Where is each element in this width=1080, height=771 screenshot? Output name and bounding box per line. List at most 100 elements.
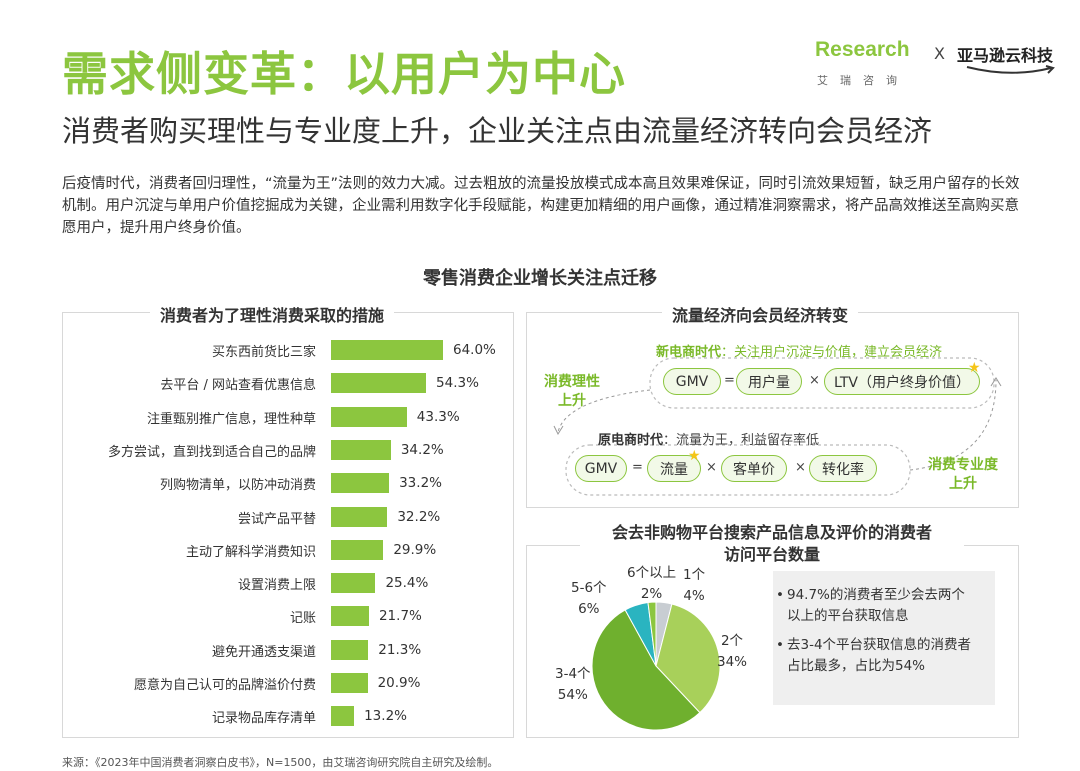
page-title: 需求侧变革：以用户为中心 [62,47,626,101]
gmv-pill-new: GMV [663,368,721,395]
traffic-pill: 流量 [647,455,701,482]
bar [331,406,407,427]
flow-arrow-right [909,379,997,471]
pie-slice-value: 2% [640,586,663,602]
pie-slice-label: 3-4个 54% [555,664,591,706]
pie-slice [655,603,721,714]
bar-value-label: 25.4% [385,575,429,592]
platform-count-pie [591,601,721,731]
platform-count-title: 会去非购物平台搜索产品信息及评价的消费者 访问平台数量 [580,522,964,566]
pie-slice-label: 2个 34% [717,631,747,673]
source-footnote: 来源：《2023年中国消费者洞察白皮书》，N=1500，由艾瑞咨询研究院自主研究… [62,756,499,769]
pie-slice [591,609,701,731]
bar-category-label: 记录物品库存清单 [211,711,316,727]
old-era-label: 原电商时代 [598,433,664,448]
platform-count-title-line1: 会去非购物平台搜索产品信息及评价的消费者 [611,523,932,542]
bar-category-label: 去平台 / 网站查看优惠信息 [160,378,316,394]
measures-panel-title: 消费者为了理性消费采取的措施 [150,302,395,326]
bar-category-label: 多方尝试，直到找到适合自己的品牌 [107,444,316,460]
expertise-rise-label: 消费专业度 上升 [928,456,998,494]
intro-paragraph: 后疫情时代，消费者回归理性，“流量为王”法则的效力大减。过去粗放的流量投放模式成… [62,176,1020,236]
star-icon: ★ [688,448,701,464]
bar [331,639,369,660]
logo-group: Research 艾瑞咨询 X 亚马逊云科技 [815,38,1055,98]
bar-value-label: 34.2% [400,441,444,458]
bar-value-label: 32.2% [397,508,441,525]
new-era-caption: 新电商时代：关注用户沉淀与价值，建立会员经济 [656,341,942,360]
ltv-pill: LTV（用户终身价值） [824,368,980,395]
bar-value-label: 29.9% [393,541,437,558]
rational-rise-line1: 消费理性 [544,374,600,390]
amazon-smile-icon [966,65,1055,74]
bar-value-label: 13.2% [364,708,407,725]
rational-rise-label: 消费理性 上升 [544,373,600,411]
pie-slice-value: 6% [578,601,600,617]
bar-category-label: 尝试产品平替 [237,511,316,527]
pie-slice-value: 54% [557,687,588,703]
iresearch-logo: Research [815,38,910,61]
gmv-pill-old: GMV [575,455,627,482]
finding-item-2: 去3-4个平台获取信息的消费者占比最多，占比为54% [776,635,977,677]
conversion-pill: 转化率 [809,455,877,482]
equals-sign-old: = [632,460,643,475]
pie-slice-category: 3-4个 [555,666,591,682]
bar [331,606,369,627]
new-era-text: ：关注用户沉淀与价值，建立会员经济 [721,345,943,360]
bar-value-label: 20.9% [377,675,421,691]
bar [331,439,391,460]
times-sign-new: × [809,373,820,388]
expertise-rise-line2: 上升 [949,476,977,492]
equals-sign-new: = [724,373,735,388]
pie-slice-category: 5-6个 [571,580,607,596]
key-findings-callout: 94.7%的消费者至少会去两个以上的平台获取信息 去3-4个平台获取信息的消费者… [773,571,995,705]
bar-value-label: 43.3% [416,408,460,425]
times-sign-old-1: × [706,460,717,475]
bar-value-label: 54.3% [436,375,479,392]
expertise-rise-line1: 消费专业度 [928,457,998,473]
bar-value-label: 64.0% [453,342,496,358]
bar-value-label: 21.3% [378,641,422,658]
pie-slice-label: 5-6个 6% [571,578,607,620]
bar-category-label: 记账 [289,611,316,627]
pie-slice-label: 1个 4% [683,565,705,607]
economy-flow-diagram [553,357,1002,496]
economy-shift-title: 流量经济向会员经济转变 [662,302,859,326]
old-era-caption: 原电商时代：流量为王，利益留存率低 [598,429,819,448]
section-title: 零售消费企业增长关注点迁移 [423,268,657,289]
partner-logo: 亚马逊云科技 [957,46,1054,65]
bar-category-label: 避免开通透支渠道 [211,644,316,660]
star-icon: ★ [968,360,981,376]
bar-category-label: 设置消费上限 [237,578,316,594]
bar [331,340,443,360]
pie-slice-category: 1个 [683,567,706,583]
flow-arrowhead-right [990,377,1002,387]
bar-value-label: 21.7% [378,608,422,625]
pie-slice [647,601,657,667]
bar [331,473,390,494]
finding-item-1: 94.7%的消费者至少会去两个以上的平台获取信息 [776,585,977,627]
pie-slice-value: 4% [683,588,705,604]
iresearch-logo-subtitle: 艾瑞咨询 [817,74,909,87]
bar-category-label: 列购物清单，以防冲动消费 [159,478,316,494]
avg-order-pill: 客单价 [721,455,787,482]
bar-category-label: 愿意为自己认可的品牌溢价付费 [133,678,316,693]
pie-slice-label: 6个以上 2% [627,563,676,605]
old-era-text: ：流量为王，利益留存率低 [663,433,820,448]
bar-category-label: 注重甄别推广信息，理性种草 [146,411,316,427]
bar [331,673,368,693]
bar [331,539,384,560]
flow-arrow-left [557,389,651,433]
bar [331,573,376,594]
pie-slice-value: 34% [717,654,748,670]
times-sign-old-2: × [795,460,806,475]
bar-category-label: 买东西前货比三家 [211,345,316,360]
pie-slice-category: 2个 [720,633,744,649]
rational-rise-line2: 上升 [558,393,586,409]
bar [331,706,355,727]
bar-value-label: 33.2% [399,475,442,492]
bar [331,373,427,394]
logo-separator: X [934,44,945,63]
bar-category-label: 主动了解科学消费知识 [185,544,316,560]
new-era-label: 新电商时代 [656,345,722,360]
bar [331,506,388,527]
